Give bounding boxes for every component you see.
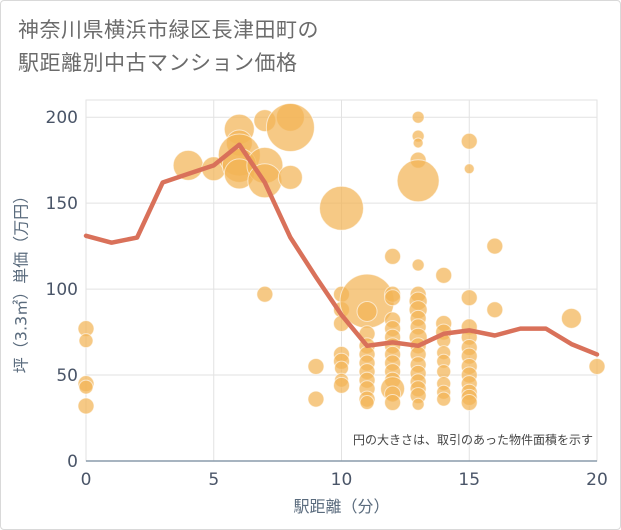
y-tick-label: 50	[56, 366, 78, 386]
bubble-point	[256, 285, 274, 303]
bubble-point	[411, 110, 425, 124]
bubble-point	[460, 289, 478, 307]
grid-lines	[85, 99, 598, 462]
x-tick-label: 15	[458, 470, 480, 490]
x-tick-label: 5	[208, 470, 219, 490]
chart-title: 神奈川県横浜市緑区長津田町の 駅距離別中古マンション価格	[18, 14, 319, 80]
y-tick-label: 100	[46, 280, 78, 300]
bubble-point	[77, 397, 95, 415]
bubble-point	[384, 394, 402, 412]
y-tick-label: 0	[67, 452, 78, 472]
bubble-point	[384, 289, 402, 307]
bubble-point	[78, 379, 94, 395]
bubble-point	[460, 132, 478, 150]
title-line-2: 駅距離別中古マンション価格	[18, 51, 298, 75]
y-axis-label: 坪（3.3㎡）単価（万円）	[12, 188, 31, 373]
x-tick-label: 10	[331, 470, 353, 490]
bubble-point	[588, 357, 606, 375]
bubble-point	[560, 307, 582, 329]
bubble-point	[486, 237, 504, 255]
bubble-point	[435, 266, 453, 284]
bubble-point	[411, 258, 425, 272]
bubble-point	[460, 394, 478, 412]
bubble-point	[319, 185, 364, 231]
bubble-point	[463, 163, 475, 175]
bubble-point	[411, 397, 425, 411]
x-tick-label: 0	[81, 470, 92, 490]
bubble-point	[396, 159, 440, 203]
bubble-point	[384, 247, 402, 265]
bubble-point	[78, 333, 94, 349]
title-line-1: 神奈川県横浜市緑区長津田町の	[18, 18, 319, 42]
bubble-point	[486, 301, 504, 319]
bubble-point	[412, 137, 424, 149]
bubble-series	[77, 102, 606, 415]
y-tick-label: 150	[46, 194, 78, 214]
bubble-point	[307, 390, 325, 408]
average-line-series	[83, 142, 600, 357]
x-tick-label: 20	[586, 470, 608, 490]
y-tick-label: 200	[46, 108, 78, 128]
bubble-point	[359, 395, 375, 411]
bubble-point	[356, 300, 378, 322]
bubble-point	[436, 391, 452, 407]
bubble-point	[277, 164, 303, 190]
bubble-point	[307, 357, 325, 375]
x-axis-label: 駅距離（分）	[293, 497, 389, 516]
size-annotation: 円の大きさは、取引のあった物件面積を示す	[353, 432, 593, 447]
bubble-point	[333, 376, 350, 394]
average-price-line	[83, 142, 600, 357]
bubble-point	[265, 103, 315, 153]
